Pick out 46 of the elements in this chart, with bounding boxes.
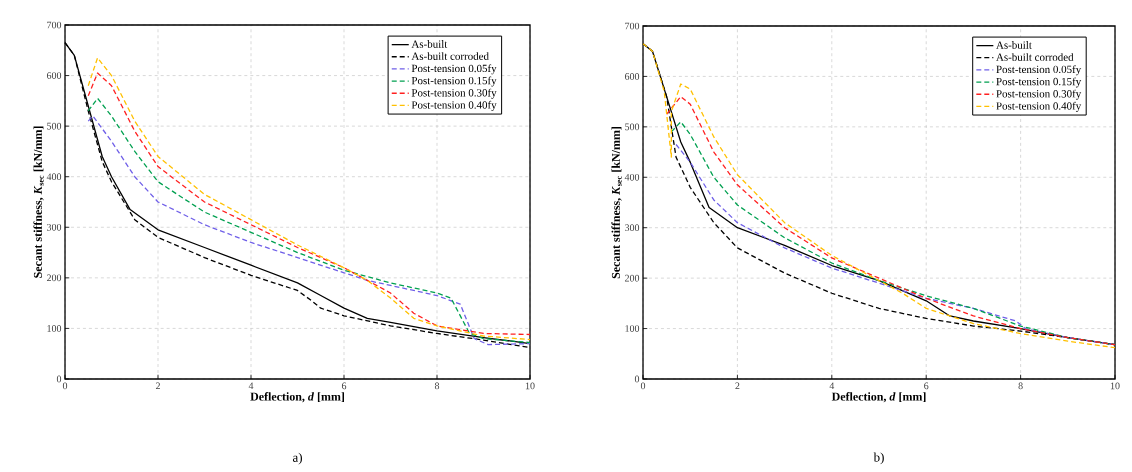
y-tick-label: 500 (625, 123, 640, 131)
text: b) (873, 452, 884, 465)
x-tick-label: 2 (735, 382, 740, 390)
y-tick-label: 400 (46, 173, 62, 181)
y-axis-title: Secant stiffness, K$_{sec}$ [kN/mm] (33, 126, 44, 278)
y-axis-title: Secant stiffness, K$_{sec}$ [kN/mm] (611, 126, 622, 279)
y-tick-label: 700 (47, 21, 62, 29)
x-tick-label: 4 (829, 382, 835, 390)
legend-label: As-built (996, 41, 1032, 49)
legend-label: Post-tension 0.05fy (411, 64, 497, 75)
y-tick-label: 700 (625, 22, 640, 30)
legend-label: As-built corroded (996, 53, 1074, 61)
y-tick-label: 200 (46, 274, 62, 282)
x-axis-title: Deflection, d [mm] (250, 392, 344, 403)
x-tick-label: 10 (1110, 382, 1120, 390)
legend-label: Post-tension 0.15fy (411, 76, 497, 87)
y-tick-label: 100 (47, 325, 62, 332)
legend-label: Post-tension 0.15fy (996, 77, 1082, 88)
x-tick-label: 6 (341, 382, 347, 390)
x-tick-label: 0 (62, 382, 68, 390)
x-tick-label: 2 (155, 382, 160, 390)
y-tick-label: 300 (47, 223, 62, 231)
y-tick-label: 500 (47, 122, 62, 130)
x-tick-label: 4 (248, 382, 254, 390)
legend-label: Post-tension 0.40fy (996, 101, 1082, 112)
legend-label: Post-tension 0.05fy (996, 65, 1082, 76)
y-tick-label: 400 (624, 173, 640, 181)
legend-label: As-built (411, 40, 448, 48)
y-tick-label: 0 (634, 375, 640, 383)
legend-label: Post-tension 0.30fy (411, 88, 497, 99)
y-tick-label: 600 (46, 72, 62, 79)
y-tick-label: 100 (625, 325, 640, 332)
legend-label: Post-tension 0.40fy (411, 100, 497, 111)
x-tick-label: 10 (525, 382, 535, 390)
x-axis-title: Deflection, d [mm] (831, 392, 926, 403)
text: a) (292, 452, 302, 465)
y-tick-label: 600 (624, 73, 640, 80)
x-tick-label: 6 (924, 382, 929, 390)
y-tick-label: 200 (624, 274, 640, 282)
x-tick-label: 0 (640, 382, 646, 390)
x-tick-label: 8 (434, 382, 440, 390)
y-tick-label: 300 (625, 224, 640, 232)
x-tick-label: 8 (1018, 382, 1023, 390)
legend-label: As-built corroded (411, 52, 489, 60)
y-tick-label: 0 (56, 375, 62, 383)
legend-label: Post-tension 0.30fy (996, 89, 1082, 100)
